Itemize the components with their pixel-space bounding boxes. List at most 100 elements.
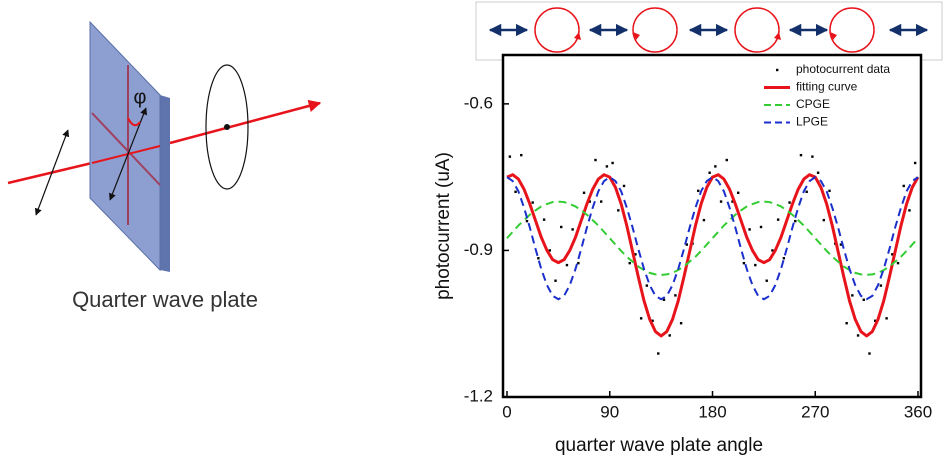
- data-point: [754, 263, 757, 267]
- data-point: [674, 294, 677, 297]
- circle-arrowhead: [830, 32, 837, 40]
- data-point: [851, 294, 854, 297]
- data-point: [771, 249, 774, 252]
- optics-diagram: φ Quarter wave plate: [7, 20, 322, 312]
- data-point: [611, 161, 614, 165]
- legend-label: CPGE: [796, 97, 830, 111]
- data-point: [902, 184, 905, 188]
- data-point: [822, 218, 826, 222]
- data-point: [531, 201, 534, 204]
- dot: [224, 124, 230, 130]
- data-point: [782, 257, 786, 260]
- series-line: [506, 176, 919, 301]
- legend-marker: [776, 68, 779, 72]
- circular-state: [829, 7, 875, 53]
- data-point: [714, 165, 717, 168]
- data-point: [634, 253, 637, 256]
- data-point: [811, 155, 814, 158]
- series-line: [506, 173, 920, 338]
- angle-arc: [127, 117, 141, 127]
- circular-state: [632, 7, 678, 53]
- circle-arrowhead: [633, 32, 640, 40]
- data-point: [908, 209, 911, 212]
- data-point: [588, 200, 591, 203]
- data-point: [873, 319, 877, 322]
- data-point: [548, 249, 552, 252]
- data-point: [571, 228, 574, 231]
- x-tick-label: 270: [801, 402, 829, 421]
- data-point: [594, 158, 597, 162]
- legend-label: photocurrent data: [796, 62, 890, 76]
- y-tick-label: -0.6: [464, 93, 493, 112]
- data-point: [879, 284, 883, 287]
- legend-label: LPGE: [796, 115, 828, 129]
- data-point: [868, 352, 871, 355]
- data-point: [622, 184, 626, 188]
- circular-state: [534, 7, 580, 53]
- data-point: [542, 218, 546, 221]
- data-point: [845, 322, 848, 325]
- y-tick-label: -0.9: [464, 240, 493, 259]
- data-point: [816, 171, 820, 174]
- data-point: [828, 189, 831, 193]
- data-point: [599, 200, 603, 203]
- data-point: [662, 298, 666, 301]
- circular-state: [734, 7, 780, 53]
- legend-label: fitting curve: [796, 80, 858, 94]
- x-tick-label: 90: [600, 402, 619, 421]
- data-point: [560, 225, 563, 229]
- angle-symbol: φ: [134, 86, 147, 108]
- polarization-arrow: [34, 129, 70, 216]
- data-point: [839, 243, 843, 246]
- data-point: [679, 322, 683, 325]
- data-point: [799, 153, 803, 157]
- data-point: [788, 201, 791, 204]
- data-point: [685, 243, 689, 246]
- data-point: [508, 155, 512, 158]
- data-point: [862, 298, 865, 301]
- data-point: [525, 219, 529, 223]
- data-point: [554, 279, 557, 282]
- data-point: [577, 261, 580, 265]
- x-axis-title: quarter wave plate angle: [555, 435, 763, 456]
- data-point: [697, 189, 700, 193]
- plot-frame: [501, 53, 923, 399]
- data-point: [765, 279, 768, 282]
- data-point: [891, 253, 894, 256]
- caption: Quarter wave plate: [72, 287, 258, 312]
- data-point: [657, 352, 660, 355]
- data-point: [565, 263, 569, 267]
- data-point: [885, 317, 888, 320]
- data-point: [719, 200, 723, 203]
- data-point: [651, 319, 654, 322]
- data-point: [668, 334, 671, 337]
- data-point: [731, 200, 734, 203]
- data-point: [736, 191, 740, 194]
- plate: [89, 20, 161, 272]
- data-point: [913, 161, 917, 165]
- data-point: [776, 218, 780, 221]
- data-point: [605, 165, 609, 168]
- data-point: [617, 209, 620, 212]
- data-point: [520, 153, 523, 157]
- x-tick-label: 0: [502, 402, 511, 421]
- data-point: [794, 219, 797, 223]
- data-point: [582, 191, 586, 194]
- data-point: [805, 190, 808, 193]
- beam: [169, 99, 322, 145]
- data-point: [742, 261, 746, 265]
- beam: [7, 161, 93, 185]
- data-point: [628, 261, 631, 265]
- y-axis-title: photocurrent (uA): [433, 152, 454, 300]
- data-point: [645, 284, 649, 287]
- data-point: [537, 257, 540, 260]
- circular-polarization: [205, 64, 249, 190]
- plot: quarter wave plate angle photocurrent (u…: [433, 53, 932, 456]
- data-point: [708, 171, 711, 174]
- data-point: [639, 317, 643, 320]
- circle-arrowhead: [574, 32, 581, 40]
- data-point: [702, 218, 706, 222]
- x-tick-label: 180: [698, 402, 726, 421]
- data-point: [725, 158, 728, 162]
